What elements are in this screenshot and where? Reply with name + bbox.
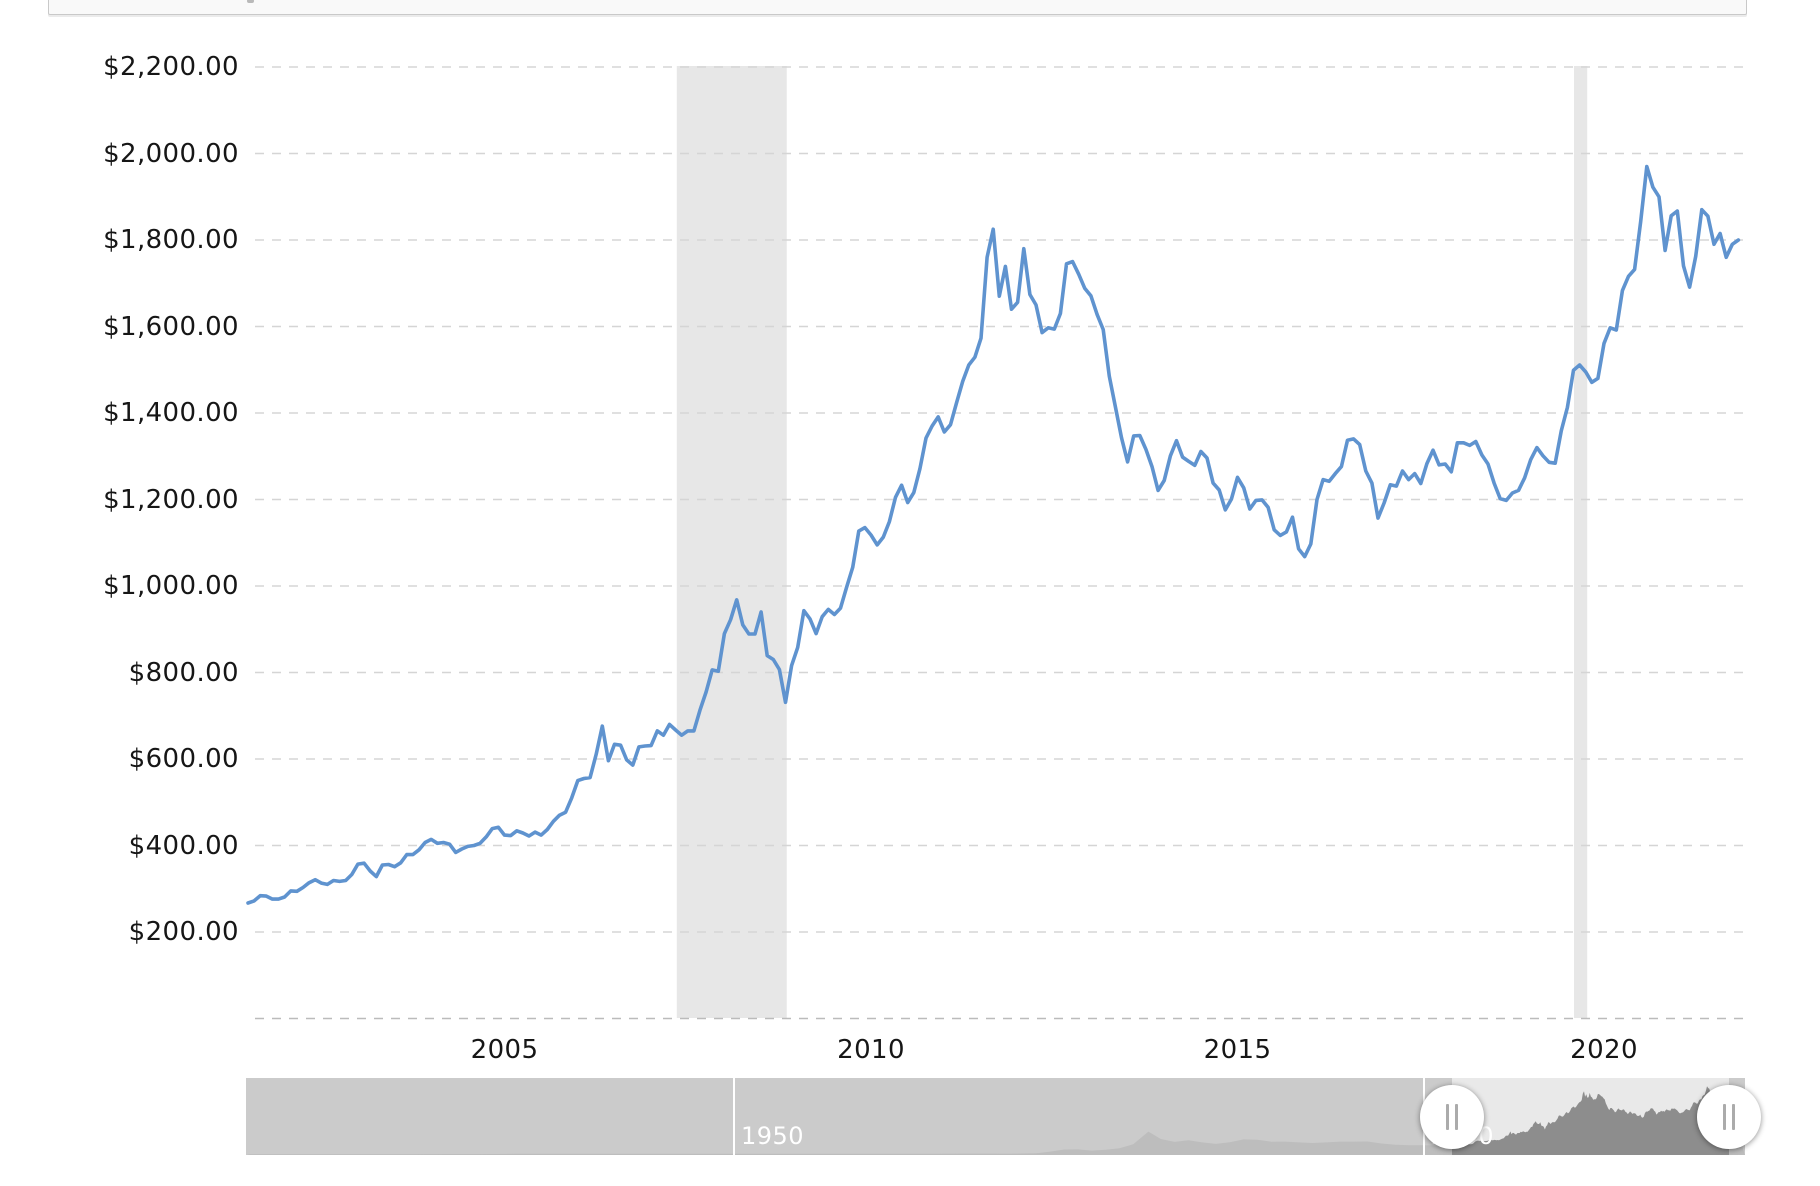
y-axis-label: $800.00 <box>128 657 239 688</box>
y-axis-label: $1,600.00 <box>103 311 239 342</box>
grip-icon <box>1455 1103 1458 1130</box>
recession-band <box>1573 66 1588 1018</box>
x-axis-label: 2005 <box>470 1035 539 1065</box>
y-axis-label: $1,800.00 <box>103 225 239 255</box>
y-axis-label: $600.00 <box>128 744 239 774</box>
y-axis-label: $2,000.00 <box>103 138 239 169</box>
slider-spark-selected <box>1452 1086 1729 1155</box>
toolbar-mark <box>247 0 254 3</box>
recession-band <box>676 66 787 1018</box>
y-axis-label: $400.00 <box>128 830 239 861</box>
grip-icon <box>1446 1103 1449 1130</box>
y-axis-label: $1,400.00 <box>103 398 239 428</box>
grip-icon <box>1723 1103 1726 1130</box>
y-axis-label: $1,200.00 <box>103 484 239 515</box>
x-axis-label: 2010 <box>837 1035 905 1065</box>
y-axis-label: $2,200.00 <box>103 52 239 82</box>
y-axis-label: $200.00 <box>128 917 239 947</box>
slider-handle-left[interactable] <box>1420 1084 1484 1149</box>
price-line-series <box>246 164 1741 905</box>
y-axis-label: $1,000.00 <box>103 571 239 601</box>
slider-decade-tick <box>733 1078 735 1155</box>
toolbar-strip-cropped <box>48 0 1747 15</box>
x-axis-label: 2015 <box>1203 1035 1272 1065</box>
grip-icon <box>1732 1103 1735 1130</box>
slider-decade-label-1950: 1950 <box>741 1122 805 1150</box>
slider-handle-right[interactable] <box>1697 1084 1761 1149</box>
x-axis-label: 2020 <box>1570 1035 1638 1065</box>
